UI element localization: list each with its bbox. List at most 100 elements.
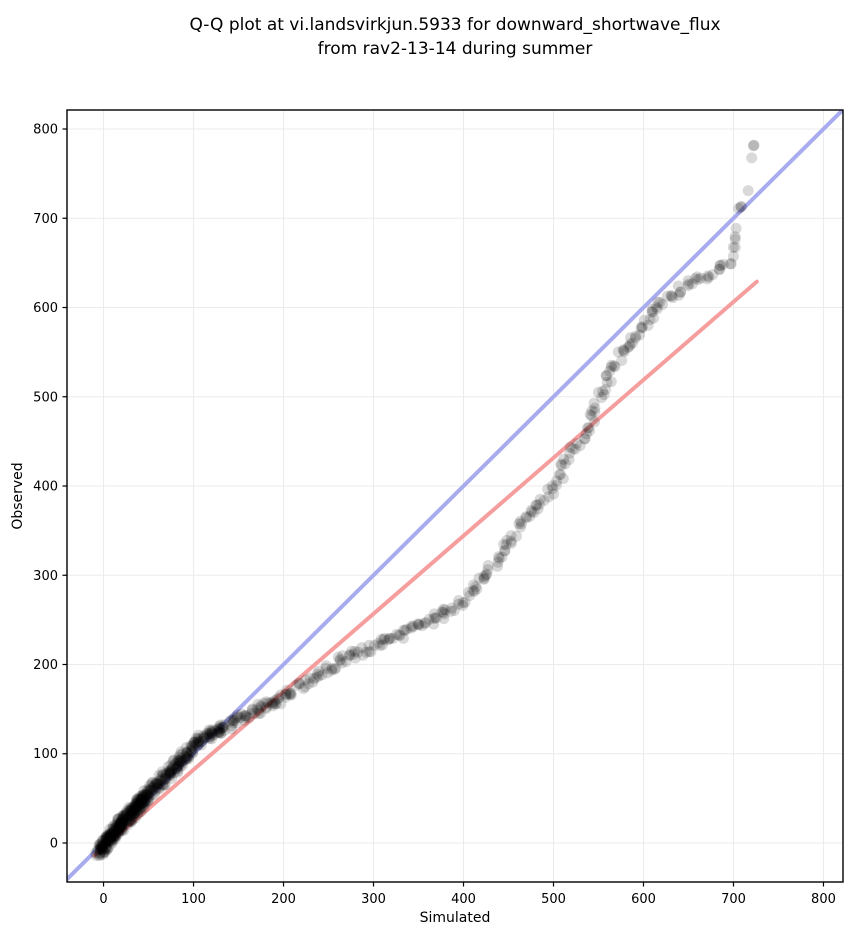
qq-point bbox=[412, 618, 424, 630]
qq-point bbox=[119, 811, 131, 823]
qq-point bbox=[313, 665, 325, 677]
qq-point bbox=[330, 662, 342, 674]
qq-point bbox=[137, 789, 149, 801]
qq-point bbox=[650, 301, 662, 313]
qq-point bbox=[110, 819, 121, 831]
qq-point bbox=[702, 270, 714, 282]
qq-point bbox=[513, 518, 525, 530]
qq-point bbox=[136, 794, 148, 806]
qq-point bbox=[126, 805, 138, 817]
qq-point bbox=[150, 777, 162, 788]
qq-point bbox=[101, 841, 112, 853]
qq-point bbox=[181, 746, 193, 758]
qq-point bbox=[228, 715, 240, 727]
qq-point bbox=[253, 708, 265, 719]
qq-point bbox=[153, 782, 164, 794]
qq-point bbox=[95, 843, 106, 855]
qq-point bbox=[104, 829, 116, 841]
qq-point bbox=[183, 753, 194, 765]
qq-point bbox=[117, 816, 129, 828]
qq-point bbox=[375, 633, 387, 645]
qq-point bbox=[161, 767, 173, 779]
qq-point bbox=[93, 839, 105, 850]
qq-point bbox=[735, 201, 747, 212]
qq-point bbox=[642, 319, 654, 331]
qq-point bbox=[117, 813, 129, 825]
qq-point bbox=[307, 676, 319, 688]
qq-point bbox=[546, 480, 558, 492]
qq-point bbox=[180, 751, 192, 763]
qq-point bbox=[116, 825, 128, 836]
y-tick-label: 0 bbox=[50, 836, 58, 851]
qq-point bbox=[397, 632, 409, 644]
qq-point bbox=[149, 779, 161, 791]
qq-point bbox=[589, 406, 601, 418]
qq-point bbox=[532, 503, 544, 515]
qq-point bbox=[152, 778, 164, 790]
qq-point bbox=[97, 839, 109, 851]
qq-point bbox=[258, 697, 270, 709]
qq-point bbox=[138, 802, 150, 814]
qq-point bbox=[135, 794, 147, 806]
qq-point bbox=[601, 376, 613, 388]
qq-point bbox=[555, 469, 566, 480]
qq-point bbox=[437, 603, 449, 615]
qq-point bbox=[112, 825, 124, 837]
qq-point bbox=[416, 620, 428, 632]
qq-point bbox=[112, 813, 124, 825]
qq-point bbox=[107, 820, 119, 832]
qq-point bbox=[429, 612, 441, 624]
qq-point bbox=[505, 535, 517, 547]
qq-point bbox=[98, 844, 110, 856]
qq-point bbox=[567, 443, 579, 455]
qq-point bbox=[185, 745, 197, 757]
qq-point bbox=[219, 719, 230, 731]
qq-point bbox=[635, 322, 647, 334]
qq-point bbox=[121, 808, 133, 820]
qq-point bbox=[173, 759, 185, 771]
qq-point bbox=[303, 678, 315, 690]
qq-point bbox=[156, 769, 168, 781]
qq-point bbox=[275, 698, 287, 710]
qq-point bbox=[159, 779, 171, 791]
qq-point bbox=[428, 618, 440, 630]
qq-point bbox=[172, 759, 184, 771]
qq-point bbox=[104, 828, 116, 840]
qq-point bbox=[128, 810, 140, 822]
qq-point bbox=[550, 479, 562, 491]
qq-point bbox=[394, 630, 406, 642]
qq-point bbox=[94, 847, 106, 859]
qq-point bbox=[173, 755, 185, 767]
qq-point bbox=[363, 639, 375, 651]
qq-point bbox=[622, 341, 634, 353]
qq-point bbox=[336, 657, 348, 669]
qq-point bbox=[326, 663, 338, 674]
qq-point bbox=[482, 564, 494, 576]
qq-point bbox=[543, 491, 555, 503]
qq-point bbox=[636, 322, 648, 334]
qq-point bbox=[648, 312, 660, 324]
qq-point bbox=[326, 664, 338, 676]
qq-point bbox=[117, 817, 128, 829]
qq-point bbox=[328, 663, 340, 675]
qq-point bbox=[121, 817, 133, 829]
qq-point bbox=[136, 794, 148, 806]
qq-point bbox=[175, 756, 187, 768]
qq-point bbox=[143, 784, 155, 796]
qq-point bbox=[96, 844, 108, 856]
qq-point bbox=[164, 767, 176, 779]
qq-point bbox=[160, 773, 172, 785]
qq-point bbox=[107, 834, 119, 846]
qq-point bbox=[166, 772, 178, 784]
qq-point bbox=[131, 796, 143, 808]
qq-point bbox=[118, 824, 130, 836]
qq-point bbox=[204, 725, 216, 737]
x-tick-label: 200 bbox=[271, 892, 296, 907]
qq-point bbox=[166, 763, 178, 775]
qq-point bbox=[137, 794, 149, 806]
qq-point bbox=[126, 810, 138, 822]
qq-point bbox=[150, 777, 162, 789]
qq-point bbox=[413, 618, 425, 630]
qq-point bbox=[360, 646, 372, 658]
qq-point bbox=[124, 803, 136, 815]
